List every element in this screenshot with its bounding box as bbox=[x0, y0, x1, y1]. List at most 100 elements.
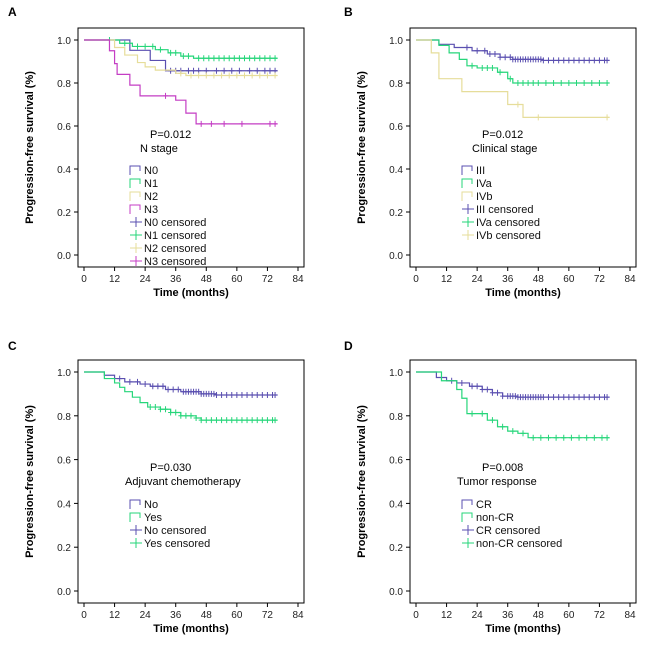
panel-c-censor-mark-no bbox=[224, 391, 230, 398]
panel-c-censor-mark-no bbox=[234, 391, 240, 398]
panel-a-legend-swatch bbox=[129, 191, 141, 201]
panel-d-ytick-label: 0.0 bbox=[389, 587, 403, 598]
panel-b-censor-mark-ivb bbox=[535, 114, 541, 121]
panel-d-label: D bbox=[344, 339, 353, 353]
panel-c-censor-mark-no bbox=[155, 383, 161, 390]
panel-a-xtick-label: 60 bbox=[231, 274, 243, 285]
panel-a-legend-swatch bbox=[130, 256, 142, 266]
panel-b-ytick-label: 0.0 bbox=[389, 251, 403, 262]
panel-c-censor-mark-yes bbox=[249, 417, 255, 424]
panel-a-censor-mark-n0 bbox=[254, 67, 260, 74]
panel-b-legend-swatch bbox=[462, 217, 474, 227]
panel-b-censor-mark-iii bbox=[474, 47, 480, 54]
panel-b-ytick-label: 0.6 bbox=[389, 122, 403, 133]
panel-c-legend-swatch bbox=[130, 525, 142, 535]
panel-c-censor-mark-no bbox=[213, 391, 219, 398]
panel-b-censor-mark-iva bbox=[551, 80, 557, 86]
panel-a-censor-mark-n3 bbox=[239, 120, 245, 127]
panel-a-censor-mark-n3 bbox=[221, 120, 227, 127]
panel-c-ytick-label: 0.4 bbox=[57, 499, 71, 510]
panel-b-xtick-label: 72 bbox=[594, 274, 606, 285]
panel-d-legend-title: Tumor response bbox=[457, 476, 537, 488]
panel-d-censor-mark-cr bbox=[581, 394, 587, 401]
panel-d-censor-mark-cr bbox=[551, 394, 557, 401]
panel-c-ytick-label: 0.6 bbox=[57, 456, 71, 467]
panel-a-censor-mark-n3 bbox=[272, 120, 278, 127]
panel-b-ytick-label: 0.2 bbox=[389, 208, 403, 219]
panel-c-censor-mark-no bbox=[239, 391, 245, 398]
panel-a-censor-mark-n1 bbox=[216, 55, 222, 62]
panel-b-censor-mark-iva bbox=[558, 80, 564, 86]
panel-b-censor-mark-iva bbox=[525, 80, 531, 86]
panel-c-xtick-label: 72 bbox=[262, 610, 274, 621]
panel-a-censor-mark-n1 bbox=[135, 43, 140, 50]
panel-c-censor-mark-no bbox=[249, 391, 255, 398]
panel-c-censor-mark-yes bbox=[254, 417, 260, 424]
panel-c-y-axis-title: Progression-free survival (%) bbox=[24, 405, 36, 558]
panel-a-censor-mark-n1 bbox=[157, 46, 163, 53]
panel-c-censor-mark-yes bbox=[219, 417, 225, 424]
panel-a-censor-mark-n0 bbox=[229, 67, 235, 74]
panel-c-legend-entry: Yes censored bbox=[144, 538, 210, 550]
panel-c-legend-swatch bbox=[129, 499, 141, 509]
panel-b-curve-ivb bbox=[416, 39, 610, 118]
panel-b-censor-mark-iii bbox=[604, 57, 610, 64]
panel-b-censor-mark-iii bbox=[576, 57, 582, 64]
panel-d-legend-swatch bbox=[461, 512, 473, 522]
panel-c-censor-mark-no bbox=[135, 378, 140, 385]
panel-b-legend-swatch bbox=[461, 178, 473, 188]
panel-b-censor-mark-iii bbox=[581, 57, 587, 64]
panel-d-censor-mark-cr bbox=[571, 394, 577, 401]
panel-d-xtick-label: 84 bbox=[624, 610, 636, 621]
panel-a-legend-entry: N0 censored bbox=[144, 217, 206, 229]
panel-a-censor-mark-n0 bbox=[221, 67, 227, 74]
panel-c-ytick-label: 1.0 bbox=[57, 368, 71, 379]
panel-b-censor-mark-iii bbox=[540, 57, 546, 64]
panel-a-censor-mark-n2 bbox=[196, 72, 202, 79]
panel-d-ytick-label: 0.2 bbox=[389, 543, 403, 554]
panel-c-censor-mark-no bbox=[160, 383, 166, 390]
panel-c-censor-mark-yes bbox=[193, 414, 199, 421]
panel-d-censor-mark-non-cr bbox=[538, 434, 544, 441]
panel-c-censor-mark-yes bbox=[163, 406, 169, 413]
panel-d-censor-mark-non-cr bbox=[553, 434, 559, 441]
panel-d-censor-mark-non-cr bbox=[599, 434, 605, 441]
panel-a-censor-mark-n1 bbox=[206, 55, 212, 62]
panel-a-censor-mark-n1 bbox=[236, 55, 242, 62]
panel-a-ytick-label: 0.0 bbox=[57, 251, 71, 262]
panel-a-censor-mark-n2 bbox=[178, 70, 184, 77]
panel-b-ytick-label: 0.4 bbox=[389, 165, 403, 176]
panel-a-censor-mark-n0 bbox=[185, 67, 191, 74]
panel-c-censor-mark-yes bbox=[234, 417, 240, 424]
panel-a-censor-mark-n2 bbox=[242, 72, 247, 79]
panel-a-ytick-label: 0.6 bbox=[57, 122, 71, 133]
panel-a-censor-mark-n3 bbox=[198, 120, 204, 127]
panel-b-p-value: P=0.012 bbox=[482, 129, 523, 141]
panel-a-legend-entry: N2 bbox=[144, 191, 158, 203]
panel-c-censor-mark-yes bbox=[213, 417, 219, 424]
panel-d-censor-mark-cr bbox=[489, 389, 495, 396]
panel-d-censor-mark-non-cr bbox=[561, 434, 567, 441]
panel-d-censor-mark-non-cr bbox=[584, 434, 590, 441]
panel-d-censor-mark-cr bbox=[561, 394, 567, 401]
panel-d-legend-entry: CR bbox=[476, 499, 492, 511]
panel-b-censor-mark-iii bbox=[596, 57, 602, 64]
panel-a-legend-entry: N2 censored bbox=[144, 243, 206, 255]
panel-b-label: B bbox=[344, 5, 353, 19]
panel-b-xtick-label: 24 bbox=[472, 274, 484, 285]
panel-a-censor-mark-n1 bbox=[142, 43, 148, 50]
panel-d-legend-entry: CR censored bbox=[476, 525, 540, 537]
panel-a-censor-mark-n1 bbox=[272, 55, 278, 62]
panel-a-legend-entry: N0 bbox=[144, 165, 158, 177]
panel-d-censor-mark-non-cr bbox=[510, 428, 516, 435]
panel-c-censor-mark-no bbox=[244, 391, 250, 398]
panel-b-censor-mark-iva bbox=[515, 80, 521, 86]
panel-a-legend-swatch bbox=[129, 178, 141, 188]
panel-a-censor-mark-n2 bbox=[219, 72, 225, 79]
panel-b-legend-swatch bbox=[461, 165, 473, 175]
panel-c-censor-mark-no bbox=[196, 388, 202, 395]
panel-a-censor-mark-n1 bbox=[226, 55, 232, 62]
panel-c-censor-mark-yes bbox=[173, 409, 179, 416]
panel-a-plot-frame bbox=[77, 27, 305, 268]
panel-c-x-axis-title: Time (months) bbox=[153, 623, 229, 635]
